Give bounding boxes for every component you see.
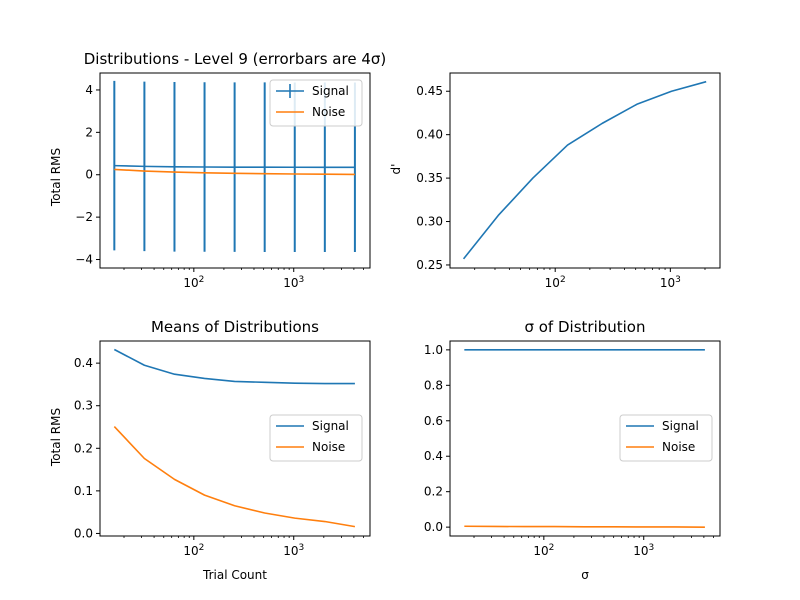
y-tick-label: 0.2 — [74, 441, 93, 455]
x-tick-label: 102 — [533, 543, 554, 558]
x-tick-label: 103 — [283, 275, 304, 290]
series-line-series — [462, 80, 707, 260]
x-axis-label: σ — [581, 568, 589, 582]
chart-title: Distributions - Level 9 (errorbars are 4… — [84, 50, 387, 68]
panel-sigma: σ of Distribution σ 0.0 0.2 0.4 0.6 0.8 1.0 10… — [424, 318, 721, 582]
series-line-signal — [113, 348, 355, 385]
x-axis-label: Trial Count — [202, 568, 267, 582]
y-tick-label: 0.0 — [74, 526, 93, 540]
y-tick-label: −2 — [75, 210, 93, 224]
y-tick-label: 4 — [85, 83, 93, 97]
y-tick-label: 0.40 — [416, 128, 443, 142]
legend-label: Signal — [662, 419, 699, 433]
y-tick-label: 0.45 — [416, 84, 443, 98]
y-tick-label: 0.4 — [74, 356, 93, 370]
x-tick-label: 102 — [545, 275, 566, 290]
x-tick-label: 103 — [633, 543, 654, 558]
series-line-noise — [113, 426, 356, 528]
y-tick-label: 0.25 — [416, 258, 443, 272]
y-tick-label: 0 — [85, 168, 93, 182]
panel-means: Means of Distributions Total RMS Trial C… — [49, 318, 371, 582]
axes-frame — [449, 340, 721, 537]
legend: Signal Noise — [269, 414, 363, 462]
y-tick-label: 0.1 — [74, 484, 93, 498]
axes-frame — [449, 72, 721, 269]
plot-area: 0.0 0.1 0.2 0.3 0.4 102 103 Signal Noise — [74, 340, 371, 558]
y-tick-label: 0.8 — [424, 378, 443, 392]
axes-frame — [99, 340, 371, 537]
axes-frame — [99, 72, 371, 269]
x-tick-label: 102 — [183, 543, 204, 558]
legend-label: Noise — [312, 105, 345, 119]
y-tick-label: 2 — [85, 125, 93, 139]
y-tick-label: 0.0 — [424, 520, 443, 534]
panel-dprime: d' 0.25 0.30 0.35 0.40 0.45 102 103 — [389, 72, 721, 290]
series-line-signal — [114, 164, 355, 169]
x-tick-label: 103 — [283, 543, 304, 558]
plot-area: −4 −2 0 2 4 102 103 Signal Noise — [75, 72, 371, 290]
series-line-noise — [464, 525, 705, 528]
y-axis-label: Total RMS — [49, 408, 63, 467]
x-tick-label: 103 — [660, 275, 681, 290]
legend-label: Noise — [312, 440, 345, 454]
chart-title: Means of Distributions — [151, 318, 319, 336]
y-tick-label: 1.0 — [424, 343, 443, 357]
y-tick-label: 0.2 — [424, 485, 443, 499]
y-tick-label: 0.30 — [416, 215, 443, 229]
y-axis-label: d' — [389, 164, 403, 175]
y-tick-label: 0.35 — [416, 171, 443, 185]
y-axis-label: Total RMS — [49, 148, 63, 207]
legend-label: Noise — [662, 440, 695, 454]
plot-area: 0.25 0.30 0.35 0.40 0.45 102 103 — [416, 72, 721, 290]
x-tick-label: 102 — [183, 275, 204, 290]
legend: Signal Noise — [619, 414, 713, 462]
y-tick-label: −4 — [75, 253, 93, 267]
plot-area: 0.0 0.2 0.4 0.6 0.8 1.0 102 103 Signal Noise — [424, 340, 721, 558]
y-tick-label: 0.6 — [424, 414, 443, 428]
chart-title: σ of Distribution — [524, 318, 645, 336]
y-tick-label: 0.4 — [424, 449, 443, 463]
panel-distributions: Distributions - Level 9 (errorbars are 4… — [49, 50, 386, 290]
legend-label: Signal — [312, 84, 349, 98]
series-line-noise — [114, 168, 355, 176]
y-tick-label: 0.3 — [74, 399, 93, 413]
legend: Signal Noise — [269, 79, 363, 127]
legend-label: Signal — [312, 419, 349, 433]
